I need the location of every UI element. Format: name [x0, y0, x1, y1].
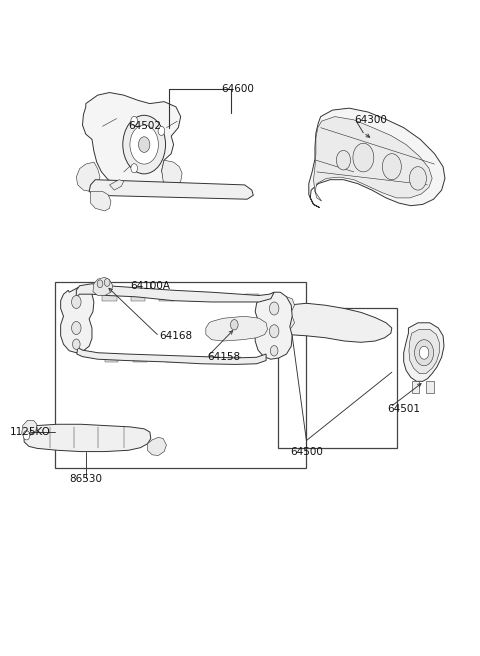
Bar	[192, 188, 207, 194]
Circle shape	[230, 319, 238, 330]
Bar	[354, 329, 366, 335]
Circle shape	[97, 280, 103, 288]
Circle shape	[72, 321, 81, 335]
Polygon shape	[147, 438, 167, 455]
Polygon shape	[309, 108, 445, 208]
Polygon shape	[83, 92, 180, 195]
Bar	[131, 294, 145, 300]
Polygon shape	[426, 381, 433, 393]
Polygon shape	[76, 162, 100, 192]
Circle shape	[104, 279, 110, 287]
Bar	[105, 357, 118, 362]
Bar	[167, 357, 180, 362]
Text: 1125KO: 1125KO	[10, 427, 51, 437]
Bar	[102, 294, 117, 300]
Polygon shape	[277, 297, 295, 314]
Bar	[200, 357, 213, 362]
Bar	[107, 188, 121, 194]
Bar	[55, 283, 306, 468]
Bar	[245, 294, 259, 300]
Text: 64600: 64600	[221, 83, 254, 94]
Circle shape	[138, 136, 150, 152]
Circle shape	[72, 339, 80, 350]
Circle shape	[72, 295, 81, 308]
Polygon shape	[206, 316, 267, 341]
Polygon shape	[255, 292, 292, 359]
Polygon shape	[60, 288, 94, 353]
Text: 64158: 64158	[207, 352, 240, 362]
Bar	[335, 329, 347, 335]
Text: 86530: 86530	[69, 474, 102, 484]
Circle shape	[131, 164, 137, 173]
Bar	[145, 188, 159, 194]
Circle shape	[353, 143, 374, 172]
Circle shape	[23, 431, 30, 440]
Polygon shape	[109, 180, 124, 190]
Text: 64168: 64168	[159, 331, 192, 342]
Bar	[297, 329, 309, 335]
Circle shape	[131, 116, 138, 125]
Bar	[159, 294, 174, 300]
Polygon shape	[412, 381, 420, 393]
Circle shape	[383, 154, 401, 180]
Text: 64500: 64500	[290, 447, 323, 457]
Circle shape	[409, 167, 426, 190]
Polygon shape	[93, 277, 113, 295]
Circle shape	[130, 125, 158, 164]
Polygon shape	[76, 284, 274, 302]
Text: 64100A: 64100A	[130, 281, 170, 291]
Circle shape	[336, 150, 350, 170]
Bar	[219, 294, 233, 300]
Polygon shape	[89, 180, 253, 199]
Text: 64300: 64300	[354, 115, 387, 125]
Circle shape	[415, 340, 433, 366]
Circle shape	[269, 302, 279, 315]
Polygon shape	[409, 329, 439, 373]
Circle shape	[420, 346, 429, 359]
Polygon shape	[313, 117, 432, 201]
Polygon shape	[77, 348, 266, 365]
Polygon shape	[22, 420, 37, 438]
Circle shape	[270, 346, 278, 356]
Bar	[316, 329, 328, 335]
Bar	[230, 188, 245, 194]
Bar	[228, 357, 241, 362]
Circle shape	[269, 325, 279, 338]
Bar	[278, 308, 396, 448]
Polygon shape	[91, 192, 111, 211]
Bar	[190, 294, 204, 300]
Polygon shape	[24, 424, 151, 451]
Text: 64501: 64501	[387, 404, 420, 415]
Bar	[371, 329, 383, 335]
Polygon shape	[279, 303, 392, 342]
Circle shape	[158, 127, 165, 136]
Text: 64502: 64502	[129, 121, 161, 131]
Polygon shape	[162, 160, 182, 186]
Bar	[133, 357, 146, 362]
Circle shape	[123, 115, 166, 174]
Polygon shape	[404, 323, 444, 381]
Polygon shape	[276, 314, 295, 329]
